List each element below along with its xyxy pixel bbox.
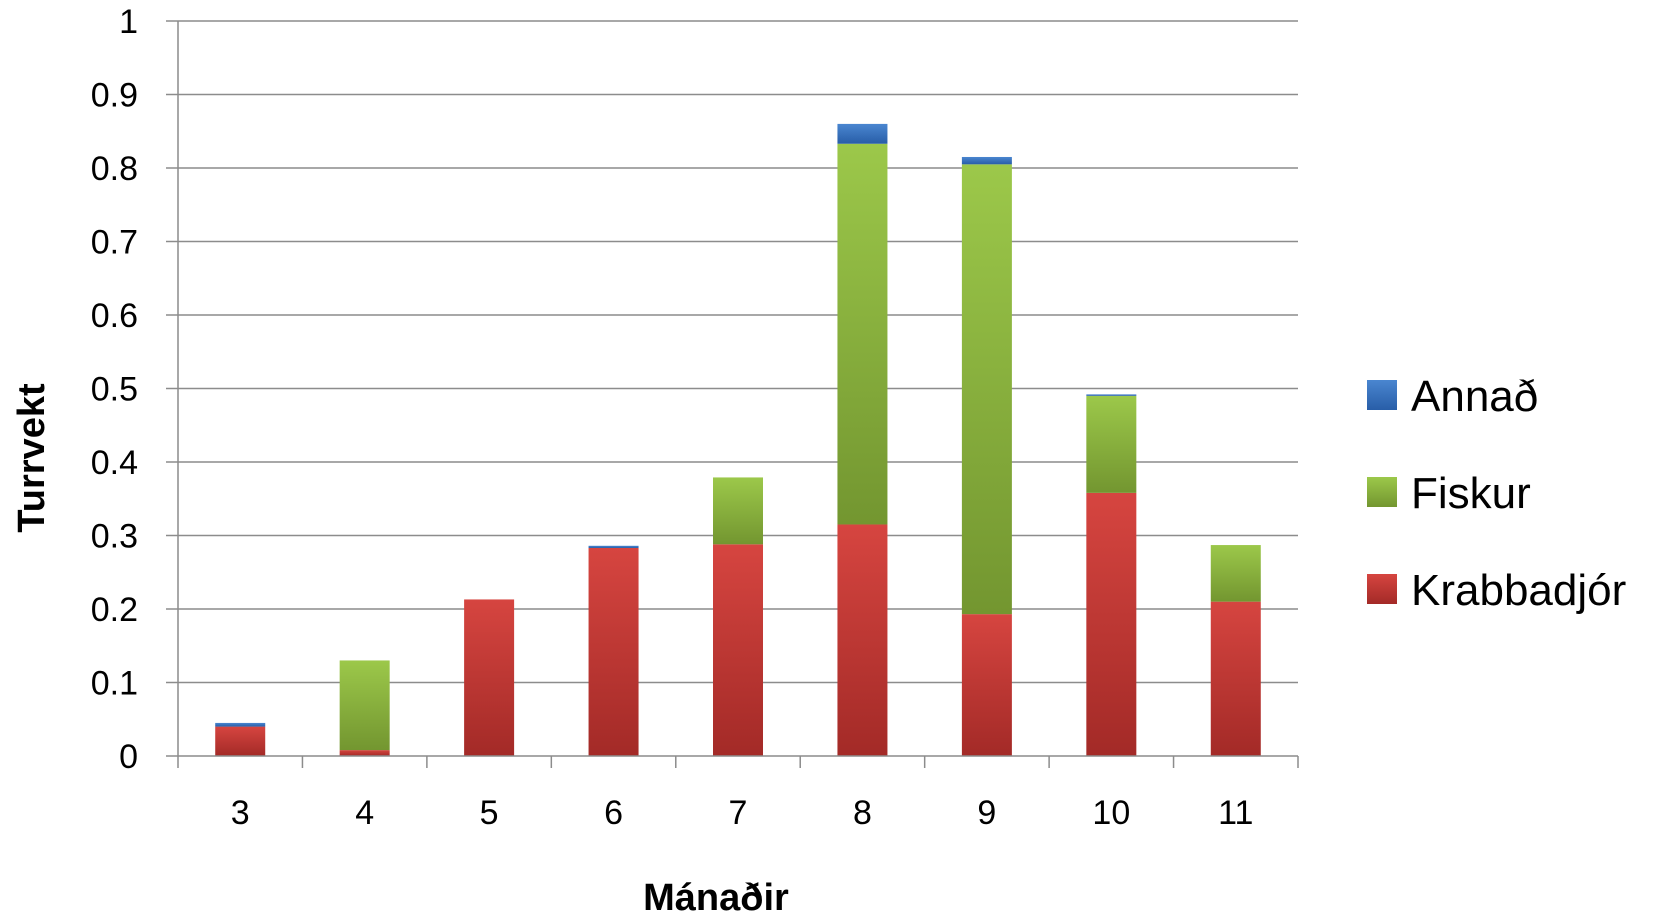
x-tick-label: 9 bbox=[977, 794, 996, 832]
bar-fiskur-10 bbox=[1086, 395, 1137, 493]
y-tick-label: 0.3 bbox=[91, 518, 138, 556]
legend-swatch-fiskur bbox=[1367, 477, 1397, 507]
y-tick-label: 0.7 bbox=[91, 224, 138, 262]
x-tick-label: 10 bbox=[1092, 794, 1130, 832]
bar-fiskur-11 bbox=[1210, 545, 1261, 602]
legend: Annað Fiskur Krabbadjór bbox=[1367, 372, 1626, 615]
x-tick-label: 7 bbox=[729, 794, 748, 832]
bar-annað-8 bbox=[837, 123, 888, 144]
bar-krabbadjór-3 bbox=[215, 726, 266, 756]
legend-label-krabbadjór: Krabbadjór bbox=[1411, 566, 1626, 615]
legend-swatch-annað bbox=[1367, 380, 1397, 410]
bar-fiskur-7 bbox=[713, 477, 763, 545]
bar-krabbadjór-4 bbox=[339, 750, 390, 756]
bar-krabbadjór-8 bbox=[837, 524, 888, 756]
x-tick-labels: 3 4 5 6 7 8 9 10 11 bbox=[231, 794, 1254, 832]
bar-krabbadjór-5 bbox=[464, 599, 515, 756]
x-tick-label: 6 bbox=[604, 794, 623, 832]
legend-swatch-krabbadjór bbox=[1367, 574, 1397, 604]
y-tick-label: 0.1 bbox=[91, 665, 138, 703]
x-tick-label: 8 bbox=[853, 794, 872, 832]
bar-krabbadjór-6 bbox=[588, 547, 639, 756]
bar-annað-9 bbox=[961, 156, 1012, 165]
y-tick-label: 0.5 bbox=[91, 371, 138, 409]
bars bbox=[215, 123, 1261, 756]
bar-krabbadjór-7 bbox=[713, 544, 763, 756]
y-tick-label: 0.6 bbox=[91, 297, 138, 335]
y-tick-label: 1 bbox=[119, 3, 138, 41]
bar-annað-3 bbox=[215, 722, 266, 727]
legend-label-annað: Annað bbox=[1411, 372, 1538, 421]
x-axis-title: Mánaðir bbox=[643, 877, 789, 918]
y-tick-label: 0.9 bbox=[91, 77, 138, 115]
y-tick-label: 0 bbox=[119, 738, 138, 776]
axes bbox=[177, 21, 1299, 768]
x-tick-label: 11 bbox=[1218, 794, 1253, 832]
y-axis-title: Turrvekt bbox=[11, 383, 53, 533]
bar-fiskur-9 bbox=[961, 164, 1012, 615]
y-tick-labels: 0 0.1 0.2 0.3 0.4 0.5 0.6 0.7 0.8 0.9 1 bbox=[91, 3, 138, 776]
bar-fiskur-4 bbox=[339, 660, 390, 751]
x-tick-label: 3 bbox=[231, 794, 250, 832]
y-tick-label: 0.8 bbox=[91, 150, 138, 188]
bar-fiskur-8 bbox=[837, 143, 888, 525]
legend-label-fiskur: Fiskur bbox=[1411, 469, 1531, 518]
y-tick-label: 0.4 bbox=[91, 444, 138, 482]
bar-annað-10 bbox=[1086, 394, 1137, 396]
bar-krabbadjór-11 bbox=[1210, 601, 1261, 756]
bar-annað-6 bbox=[588, 545, 639, 548]
bar-krabbadjór-9 bbox=[961, 614, 1012, 756]
x-tick-label: 4 bbox=[355, 794, 374, 832]
bar-krabbadjór-10 bbox=[1086, 492, 1137, 756]
y-tick-label: 0.2 bbox=[91, 591, 138, 629]
x-tick-label: 5 bbox=[480, 794, 499, 832]
